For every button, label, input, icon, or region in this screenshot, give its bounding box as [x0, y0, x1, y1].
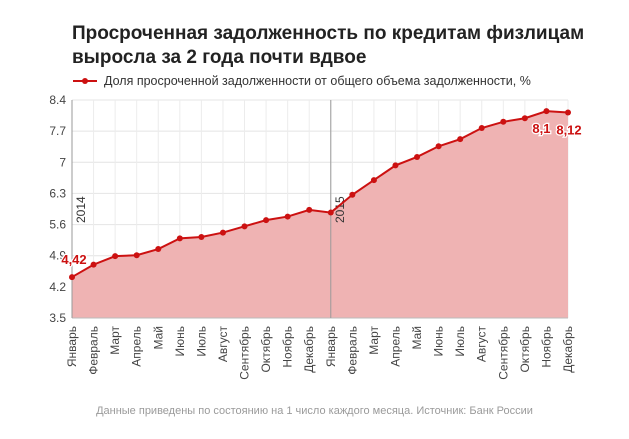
y-tick-label: 4.9: [49, 249, 66, 263]
data-point: [198, 234, 205, 241]
legend-label: Доля просроченной задолженности от общег…: [104, 74, 531, 88]
data-point: [133, 252, 140, 259]
data-label: 4,42: [61, 252, 86, 267]
data-point: [521, 115, 528, 122]
x-tick-label: Июнь: [432, 326, 446, 357]
y-tick-label: 4.2: [49, 280, 66, 294]
source-note: Данные приведены по состоянию на 1 число…: [96, 405, 533, 417]
x-tick-label: Июль: [453, 326, 467, 357]
series-line: [71, 110, 569, 278]
data-point: [263, 217, 270, 224]
x-tick-label: Август: [475, 326, 489, 363]
x-tick-label: Февраль: [345, 326, 359, 375]
x-tick-label: Март: [367, 326, 381, 355]
data-point: [219, 229, 226, 236]
data-point: [392, 162, 399, 169]
x-tick-label: Октябрь: [259, 326, 273, 373]
x-tick-label: Май: [151, 326, 165, 350]
data-point: [327, 209, 334, 216]
data-point: [370, 177, 377, 184]
x-tick-label: Апрель: [388, 326, 402, 367]
x-tick-label: Сентябрь: [496, 326, 510, 380]
data-point: [543, 108, 550, 115]
data-point: [478, 125, 485, 132]
x-tick-label: Август: [216, 326, 230, 363]
legend-marker: [73, 78, 97, 84]
x-tick-label: Июль: [194, 326, 208, 357]
data-point: [155, 246, 162, 253]
data-point: [176, 235, 183, 242]
data-point: [457, 136, 464, 143]
legend: Доля просроченной задолженности от общег…: [72, 73, 531, 89]
y-tick-label: 7.7: [49, 124, 66, 138]
x-tick-label: Январь: [65, 326, 79, 367]
x-tick-label: Октябрь: [518, 326, 532, 373]
data-point: [241, 223, 248, 230]
x-tick-label: Апрель: [130, 326, 144, 367]
y-tick-label: 6.3: [49, 186, 66, 200]
y-tick-label: 5.6: [49, 218, 66, 232]
x-tick-label: Декабрь: [561, 326, 575, 373]
year-marker-label: 2014: [74, 196, 88, 223]
x-tick-label: Ноябрь: [539, 326, 553, 368]
data-point: [90, 261, 97, 268]
y-tick-label: 3.5: [49, 311, 66, 325]
data-point: [349, 191, 356, 198]
x-tick-label: Сентябрь: [238, 326, 252, 380]
data-point: [306, 206, 313, 213]
x-tick-label: Май: [410, 326, 424, 350]
data-point: [565, 109, 571, 116]
data-point: [284, 213, 291, 220]
series-area: [72, 111, 568, 318]
chart-title: Просроченная задолженность по кредитам ф…: [72, 23, 585, 68]
data-point: [414, 153, 421, 160]
x-tick-label: Июнь: [173, 326, 187, 357]
data-label: 8,12: [556, 122, 581, 137]
x-tick-label: Ноябрь: [281, 326, 295, 368]
x-tick-label: Декабрь: [302, 326, 316, 373]
x-tick-label: Январь: [324, 326, 338, 367]
y-tick-label: 7: [59, 155, 66, 169]
x-tick-label: Февраль: [87, 326, 101, 375]
data-point: [112, 253, 119, 260]
data-label: 8,1: [532, 121, 550, 136]
y-tick-label: 8.4: [49, 93, 66, 107]
data-point: [500, 118, 507, 125]
data-point: [69, 274, 75, 281]
data-point: [435, 143, 442, 150]
x-tick-label: Март: [108, 326, 122, 355]
